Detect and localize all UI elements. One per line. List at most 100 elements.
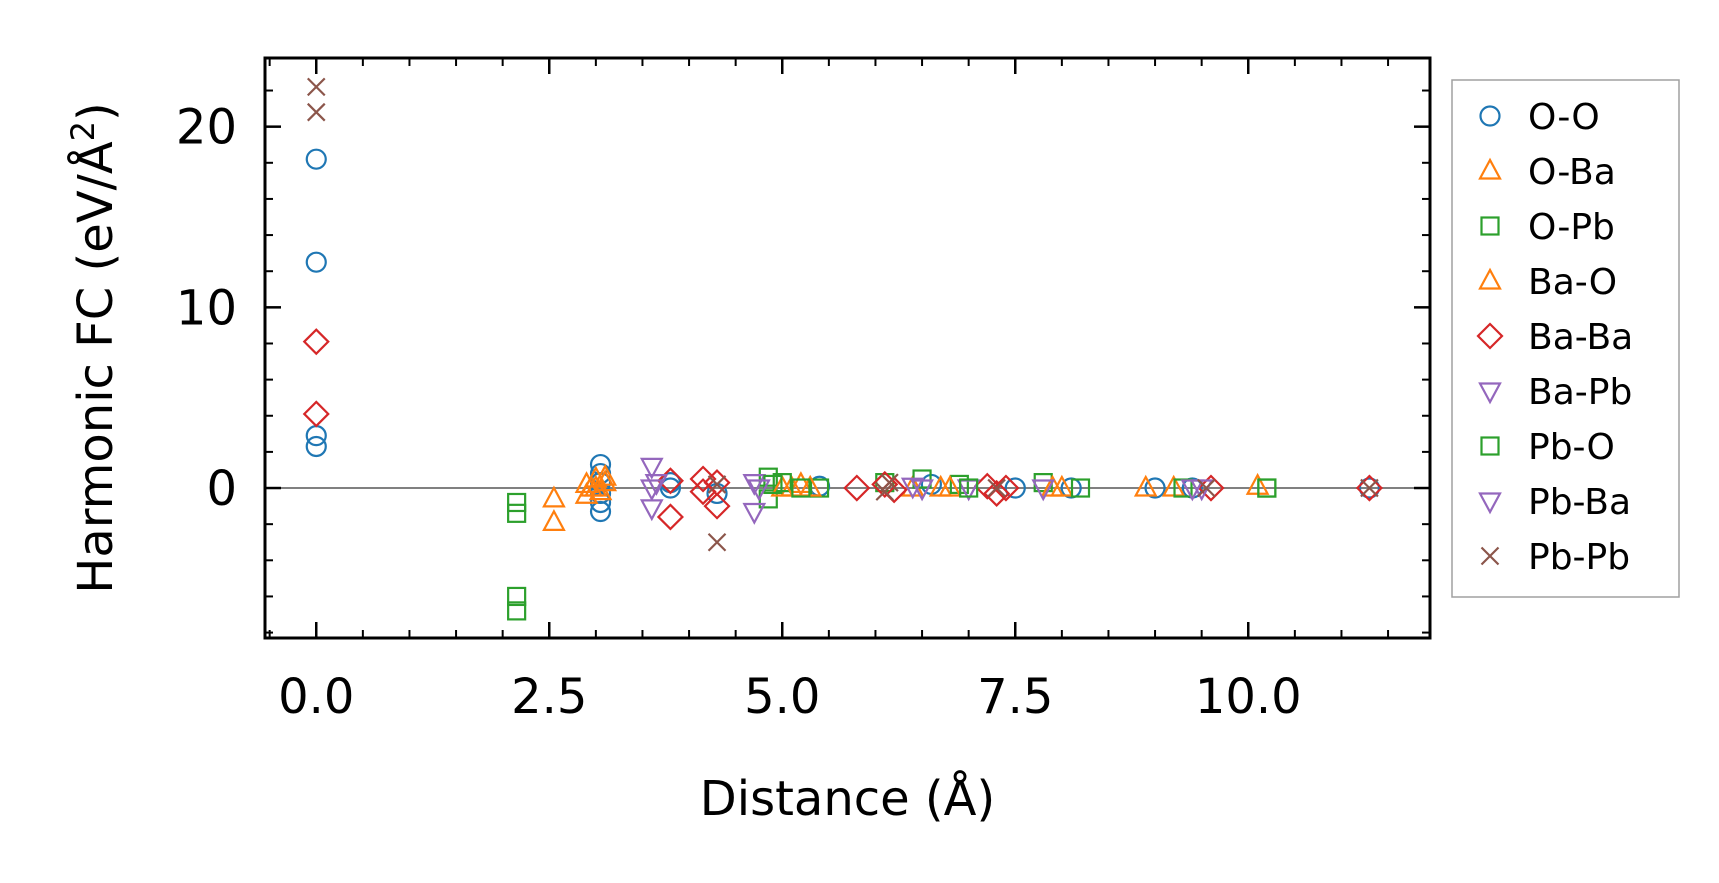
- data-point: [305, 425, 327, 447]
- legend-label: Ba-Pb: [1528, 372, 1632, 413]
- x-tick-label: 7.5: [977, 669, 1053, 725]
- data-point: [770, 474, 795, 497]
- data-point: [1070, 478, 1091, 498]
- legend-entry-pb-ba: Pb-Ba: [1478, 482, 1631, 523]
- data-point: [542, 485, 566, 508]
- series-pb-ba: [644, 474, 1214, 502]
- series-pb-o: [763, 474, 1277, 498]
- data-point: [302, 328, 330, 356]
- data-point: [1355, 474, 1383, 502]
- data-point: [305, 148, 327, 170]
- legend-marker: [1480, 546, 1500, 566]
- y-axis-title-close: ): [68, 102, 124, 121]
- legend-label: Pb-Ba: [1528, 482, 1631, 523]
- plot-frame: [263, 56, 1432, 640]
- series-o-pb: [507, 467, 1277, 621]
- x-tick-label: 5.0: [744, 669, 820, 725]
- data-point: [656, 503, 684, 531]
- y-tick-label: 10: [176, 280, 237, 336]
- data-point: [742, 502, 767, 525]
- y-tick-label: 20: [176, 100, 237, 156]
- data-point: [992, 474, 1020, 502]
- data-point: [656, 467, 684, 495]
- y-axis-title-superscript: 2: [64, 121, 102, 141]
- legend-entry-o-o: O-O: [1479, 97, 1600, 138]
- data-point: [639, 499, 664, 522]
- data-point: [1144, 477, 1166, 499]
- data-point: [900, 477, 925, 500]
- data-point: [1004, 477, 1026, 499]
- legend-entry-o-ba: O-Ba: [1478, 152, 1616, 193]
- data-point: [938, 474, 962, 497]
- y-axis-title: Harmonic FC (eV/Å2): [64, 102, 124, 594]
- data-point: [306, 102, 326, 122]
- series-o-o: [305, 148, 1381, 523]
- data-point: [791, 478, 811, 498]
- legend-label: Ba-O: [1528, 262, 1617, 303]
- data-point: [987, 478, 1006, 498]
- legend-label: O-Ba: [1528, 152, 1616, 193]
- data-point: [507, 586, 527, 607]
- data-point: [789, 471, 813, 494]
- data-point: [306, 77, 326, 97]
- legend-marker: [1478, 267, 1502, 290]
- legend-entry-o-pb: O-Pb: [1480, 207, 1615, 248]
- legend-entry-pb-o: Pb-O: [1480, 427, 1615, 468]
- data-point: [584, 474, 608, 497]
- data-point: [589, 500, 612, 523]
- data-point: [305, 435, 327, 458]
- data-point: [707, 475, 727, 494]
- data-point: [305, 251, 327, 273]
- data-point: [507, 503, 527, 523]
- data-point: [707, 532, 727, 552]
- legend-entry-pb-pb: Pb-Pb: [1480, 537, 1630, 578]
- data-point: [742, 474, 767, 496]
- data-point: [644, 474, 669, 496]
- legend-label: Pb-O: [1528, 427, 1615, 468]
- data-point: [1197, 478, 1216, 498]
- series-ba-ba: [302, 328, 1383, 531]
- data-point: [639, 479, 664, 502]
- data-point: [584, 465, 608, 488]
- legend-marker: [1478, 157, 1502, 180]
- legend-label: O-Pb: [1528, 207, 1615, 248]
- data-point: [1358, 477, 1381, 499]
- data-point: [758, 467, 778, 487]
- data-point: [593, 469, 618, 492]
- data-point: [1257, 478, 1277, 498]
- series-ba-o: [584, 469, 1065, 497]
- legend: O-O O-Ba O-Pb Ba-O Ba-Ba Ba-Pb Pb-O Pb-Ba Pb-Pb: [1451, 79, 1680, 598]
- y-axis-title-main: Harmonic FC (eV/Å: [67, 141, 124, 594]
- x-axis-title: Distance (Å): [700, 770, 995, 827]
- data-point: [507, 601, 527, 621]
- y-tick-label: 0: [206, 461, 237, 517]
- data-point: [1133, 474, 1158, 497]
- data-point: [689, 465, 717, 493]
- data-point: [747, 479, 771, 502]
- data-point: [1031, 479, 1056, 502]
- series-pb-pb: [306, 77, 1379, 552]
- data-point: [703, 492, 731, 520]
- data-point: [507, 492, 527, 513]
- data-point: [875, 482, 895, 501]
- legend-marker: [1480, 436, 1500, 456]
- legend-label: Pb-Pb: [1528, 537, 1630, 578]
- data-point: [1360, 478, 1379, 498]
- data-point: [1040, 474, 1065, 497]
- legend-marker: [1478, 382, 1502, 405]
- data-point: [843, 474, 871, 502]
- data-point: [574, 471, 599, 494]
- data-point: [302, 400, 330, 428]
- x-tick-label: 2.5: [511, 669, 587, 725]
- legend-entry-ba-pb: Ba-Pb: [1478, 372, 1632, 413]
- legend-label: Ba-Ba: [1528, 317, 1633, 358]
- data-point: [639, 457, 664, 480]
- data-point: [542, 509, 566, 531]
- legend-marker: [1479, 105, 1501, 127]
- legend-marker: [1476, 322, 1504, 350]
- data-point: [910, 479, 934, 502]
- x-tick-label: 0.0: [278, 669, 354, 725]
- data-point: [763, 474, 783, 495]
- legend-entry-ba-ba: Ba-Ba: [1476, 317, 1633, 358]
